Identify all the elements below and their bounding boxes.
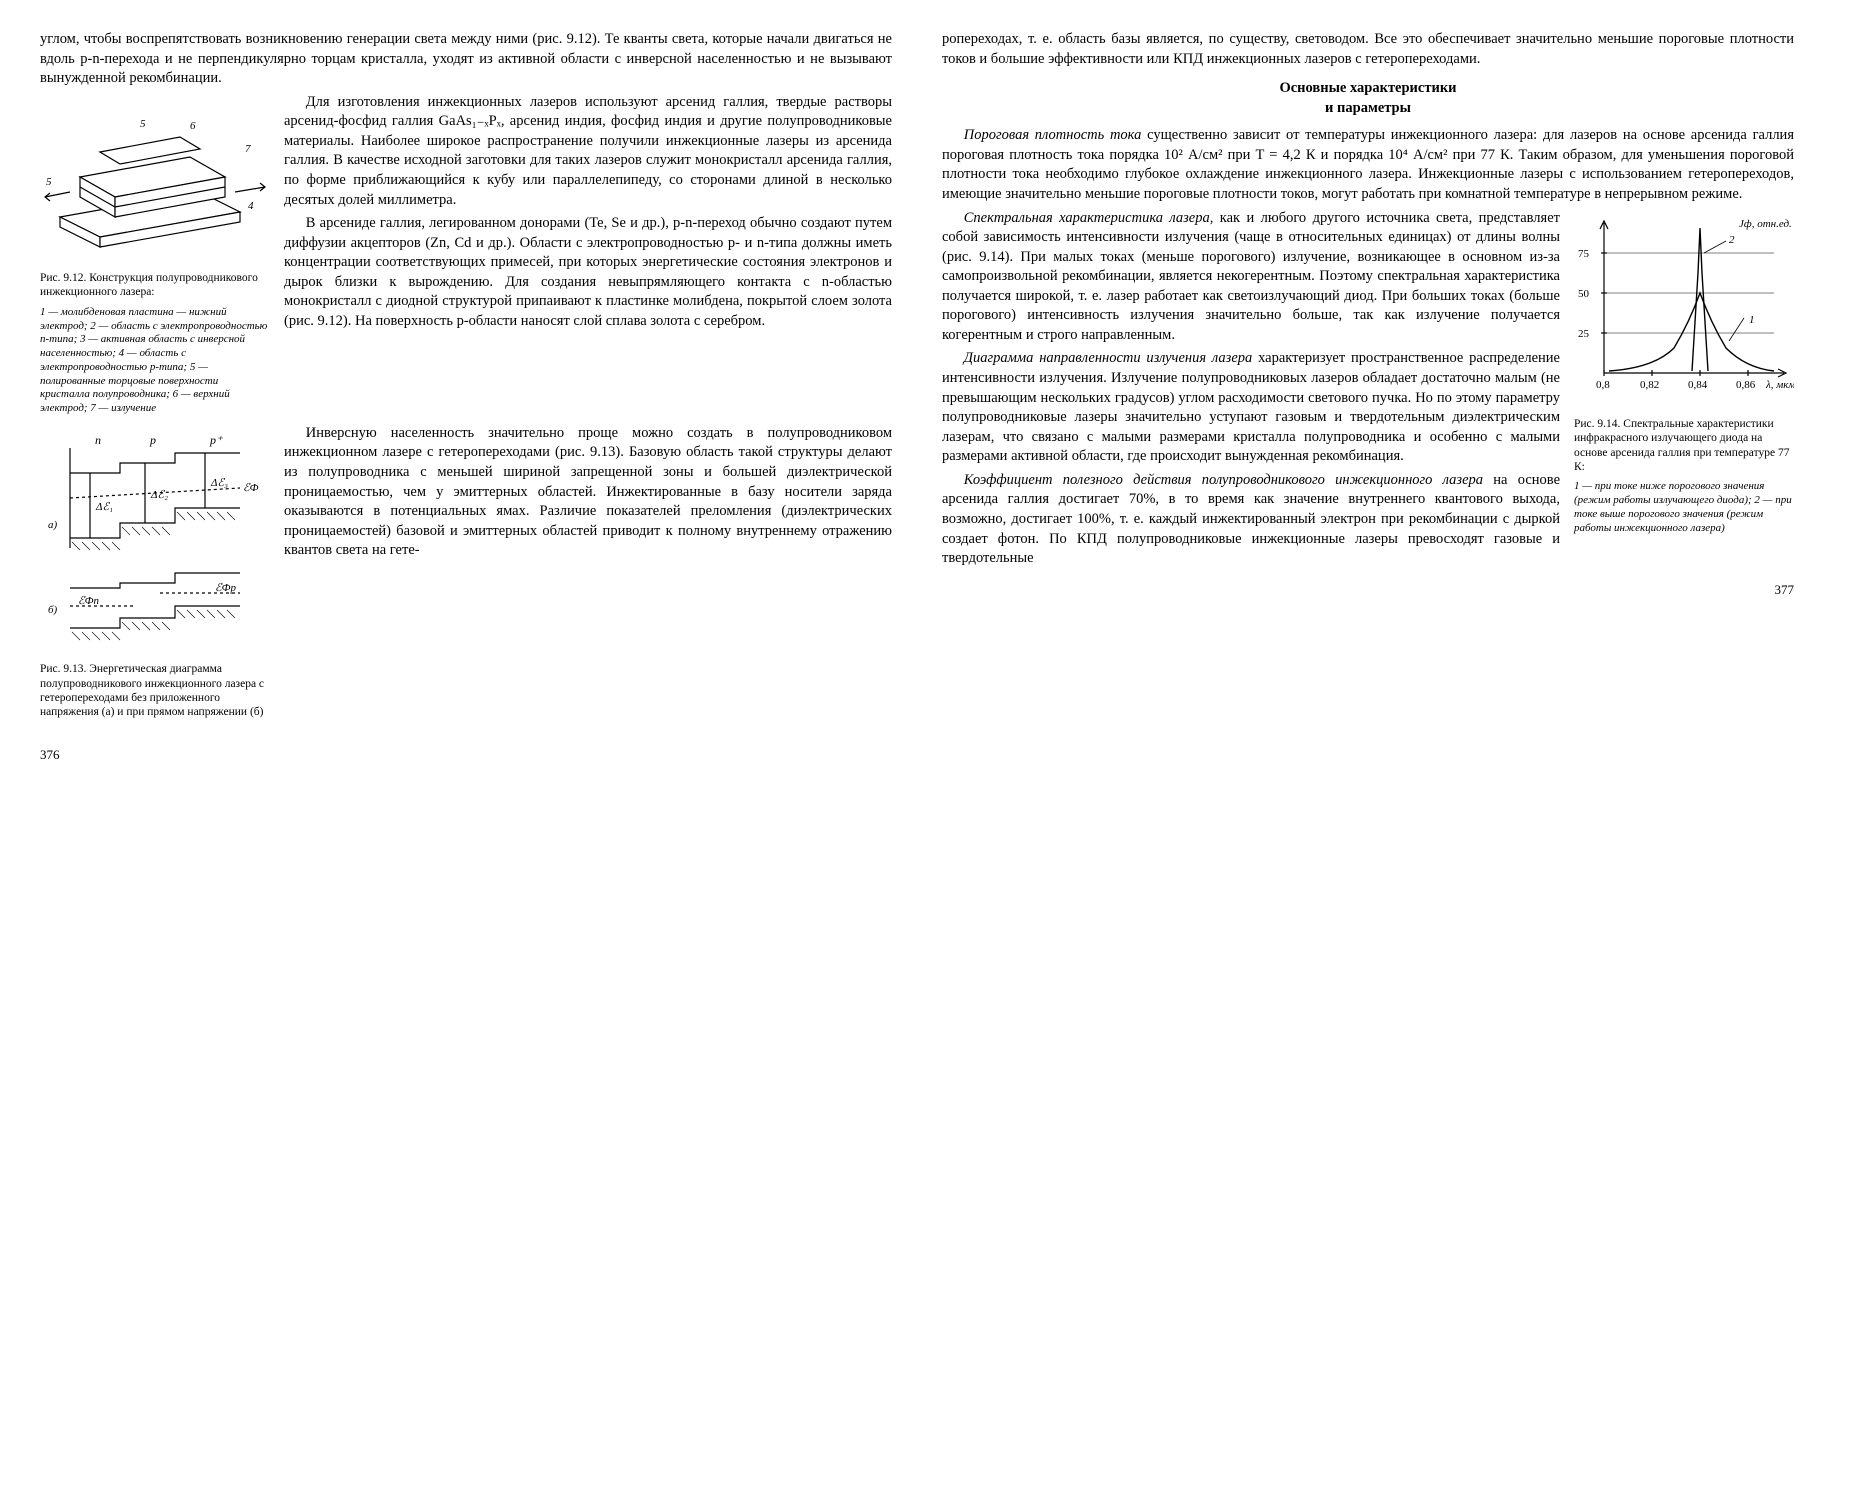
svg-text:а): а) — [48, 519, 58, 531]
svg-text:5: 5 — [140, 118, 146, 130]
fig-9-12-svg: 5 6 7 5 4 — [40, 97, 270, 257]
svg-text:б): б) — [48, 604, 58, 616]
svg-text:0,8: 0,8 — [1596, 379, 1610, 391]
svg-text:p: p — [149, 433, 156, 447]
fig-9-13-svg: n p p⁺ — [40, 428, 270, 648]
svg-text:ℰФ: ℰФ — [243, 482, 259, 494]
svg-text:1: 1 — [1749, 314, 1755, 326]
fig-9-14-svg: 75 50 25 0,8 0,82 0,84 0,86 Jф, отн.ед. … — [1574, 213, 1794, 403]
svg-text:Δℰ₂: Δℰ₂ — [150, 489, 168, 501]
svg-text:5: 5 — [46, 176, 52, 188]
page-left: углом, чтобы воспрепятствовать возникнов… — [40, 30, 892, 763]
svg-text:4: 4 — [248, 200, 254, 212]
fig-9-14-caption: Рис. 9.14. Спектральные характеристики и… — [1574, 417, 1794, 475]
svg-text:Jф, отн.ед.: Jф, отн.ед. — [1739, 218, 1792, 230]
svg-text:ℰФn: ℰФn — [78, 595, 100, 607]
svg-text:λ, мкм: λ, мкм — [1765, 379, 1794, 391]
page-number: 376 — [40, 746, 892, 764]
svg-text:2: 2 — [1729, 234, 1735, 246]
svg-text:75: 75 — [1578, 248, 1590, 260]
svg-text:n: n — [95, 433, 101, 447]
page-right: ропереходах, т. е. область базы является… — [942, 30, 1794, 763]
svg-text:0,84: 0,84 — [1688, 379, 1708, 391]
fig-9-12-caption: Рис. 9.12. Конструкция полупроводниковог… — [40, 271, 270, 300]
svg-text:p⁺: p⁺ — [209, 433, 224, 447]
page-number: 377 — [942, 581, 1794, 599]
para: Пороговая плотность тока существенно зав… — [942, 126, 1794, 204]
svg-text:0,82: 0,82 — [1640, 379, 1659, 391]
para: ропереходах, т. е. область базы является… — [942, 30, 1794, 69]
figure-9-13: n p p⁺ — [40, 428, 270, 726]
fig-9-12-legend: 1 — молибденовая пластина — нижний элект… — [40, 306, 270, 416]
svg-text:25: 25 — [1578, 328, 1590, 340]
figure-9-14: 75 50 25 0,8 0,82 0,84 0,86 Jф, отн.ед. … — [1574, 213, 1794, 536]
section-heading: Основные характеристики и параметры — [942, 79, 1794, 118]
para: углом, чтобы воспрепятствовать возникнов… — [40, 30, 892, 89]
svg-text:50: 50 — [1578, 288, 1590, 300]
svg-text:ℰФp: ℰФp — [215, 582, 237, 594]
svg-text:Δℰ₃: Δℰ₃ — [210, 477, 228, 489]
fig-9-14-legend: 1 — при токе ниже порогового значения (р… — [1574, 480, 1794, 535]
svg-text:7: 7 — [245, 143, 251, 155]
fig-9-13-caption: Рис. 9.13. Энергетическая диаграмма полу… — [40, 662, 270, 720]
svg-text:Δℰ₁: Δℰ₁ — [95, 501, 113, 513]
svg-text:6: 6 — [190, 120, 196, 132]
svg-text:0,86: 0,86 — [1736, 379, 1756, 391]
figure-9-12: 5 6 7 5 4 Рис. 9.12. Конструкция полупро… — [40, 97, 270, 416]
